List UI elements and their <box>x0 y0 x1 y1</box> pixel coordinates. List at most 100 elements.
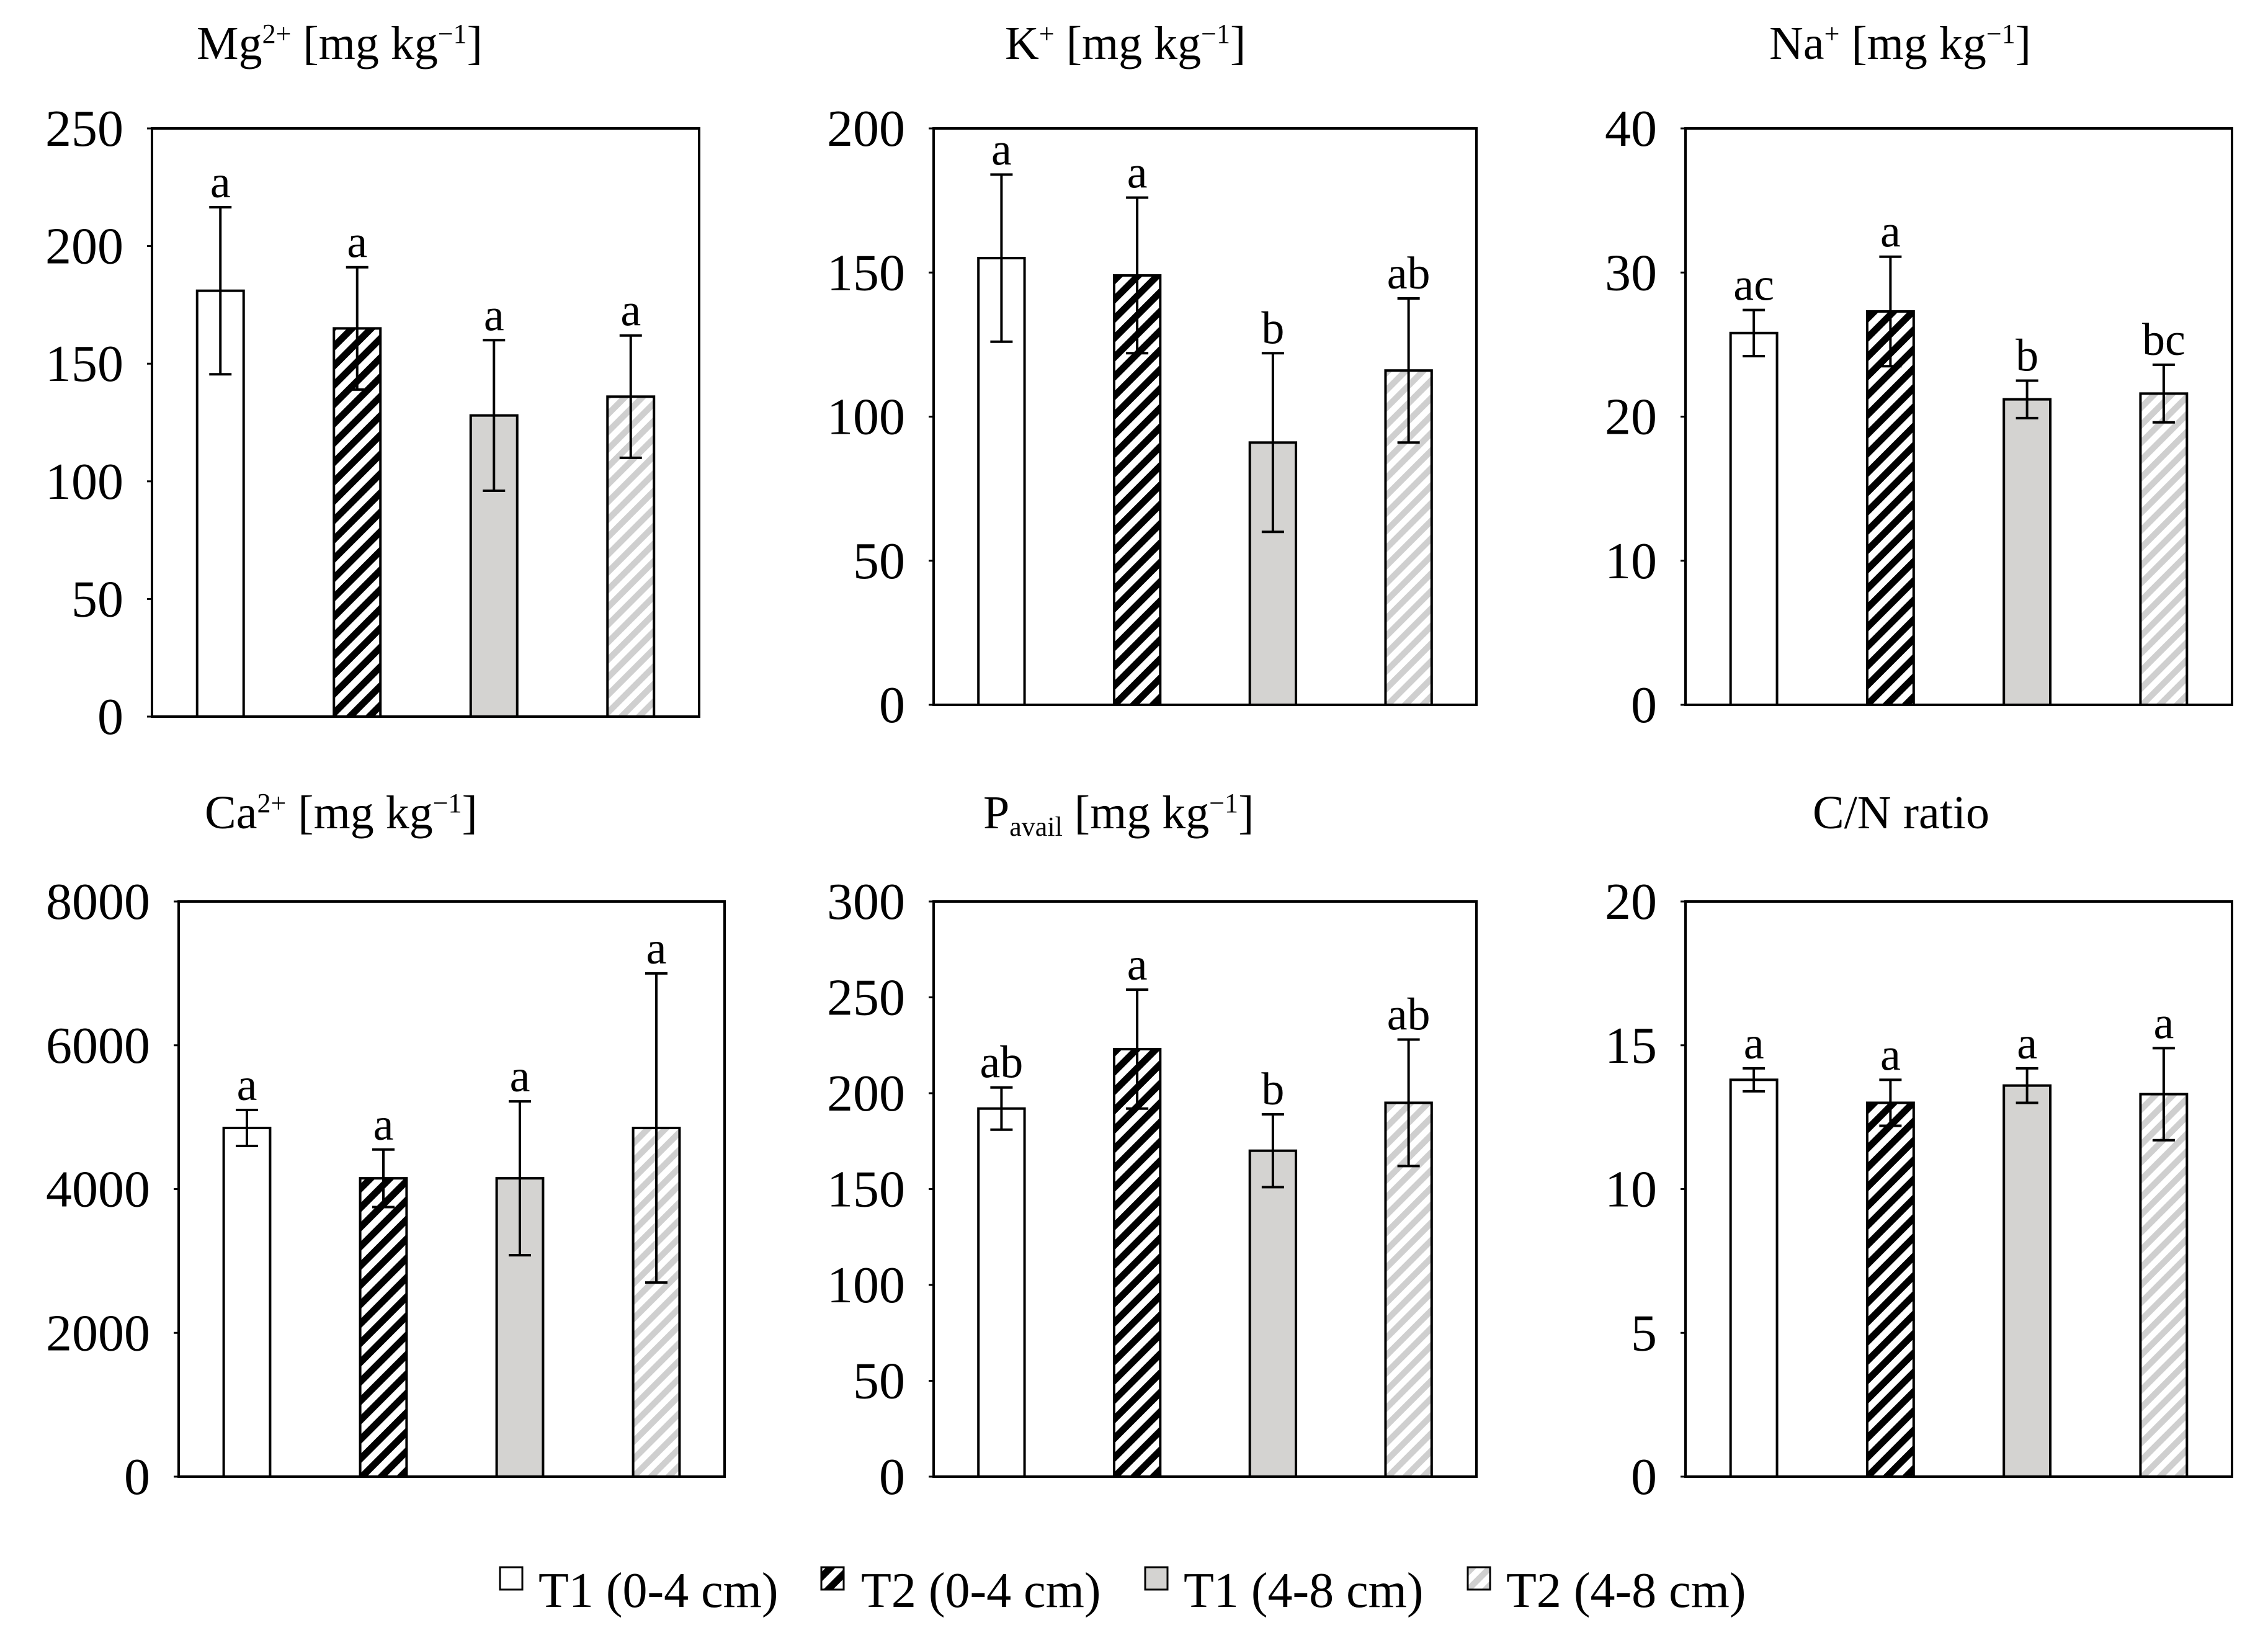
significance-letter-t1-4-8: a <box>484 290 504 341</box>
significance-letter-t2-4-8: ab <box>1387 989 1431 1040</box>
y-tick-label: 5 <box>1631 1304 1657 1362</box>
error-bar-t1-4-8 <box>2016 1067 2038 1104</box>
y-tick-label: 300 <box>827 873 905 931</box>
error-bar-t1-4-8 <box>483 339 506 492</box>
significance-letter-t1-0-4: a <box>210 157 231 208</box>
y-tick-label: 10 <box>1605 532 1657 590</box>
legend-label-t2-4-8: T2 (4-8 cm) <box>1506 1564 1746 1618</box>
y-tick-label: 200 <box>827 100 905 158</box>
y-tick-label: 0 <box>97 688 123 746</box>
y-tick-label: 200 <box>827 1065 905 1122</box>
plot-frame <box>151 127 700 718</box>
y-tick-label: 30 <box>1605 244 1657 302</box>
panel-3: Na+ [mg kg−1] 0 10 20 30 40 ac a b bc <box>1605 17 2233 734</box>
y-tick-label: 50 <box>853 1353 905 1410</box>
error-bar-t2-4-8 <box>2152 363 2175 424</box>
bar-t1-0-4 <box>222 1127 272 1478</box>
bar-t2-0-4 <box>359 1177 408 1479</box>
y-tick-label: 0 <box>879 676 905 734</box>
error-bar-t2-4-8 <box>645 972 667 1284</box>
legend-swatch-t1-4-8 <box>1144 1566 1169 1591</box>
panel-1: Mg2+ [mg kg−1] 0 50 100 150 200 250 a a a a <box>45 17 700 746</box>
error-bar-t2-4-8 <box>1397 1038 1420 1168</box>
significance-letter-t2-4-8: bc <box>2142 315 2185 365</box>
y-tick-label: 6000 <box>46 1017 150 1075</box>
y-tick-label: 8000 <box>46 873 150 931</box>
panel-title: Na+ [mg kg−1] <box>1769 17 2031 69</box>
bar-t2-0-4 <box>1865 1101 1915 1478</box>
significance-letter-t2-0-4: a <box>1127 939 1148 990</box>
error-bar-t2-0-4 <box>1126 988 1149 1110</box>
significance-letter-t1-0-4: ab <box>980 1037 1023 1088</box>
significance-letter-t1-0-4: a <box>1744 1018 1764 1069</box>
legend-item-t2-4-8: T2 (4-8 cm) <box>1467 1564 1746 1618</box>
y-tick-label: 0 <box>1631 1448 1657 1506</box>
significance-letter-t2-0-4: a <box>1127 147 1148 198</box>
bar-t1-4-8 <box>2002 1084 2052 1478</box>
significance-letter-t2-0-4: a <box>347 217 367 268</box>
error-bar-t2-4-8 <box>2152 1047 2175 1142</box>
significance-letter-t2-4-8: ab <box>1387 248 1431 299</box>
y-tick-label: 0 <box>1631 676 1657 734</box>
y-tick-label: 0 <box>879 1448 905 1506</box>
y-tick-label: 0 <box>124 1448 150 1506</box>
error-bar-t2-0-4 <box>372 1148 395 1209</box>
panel-title: Mg2+ [mg kg−1] <box>197 17 483 69</box>
error-bar-t1-0-4 <box>1743 1067 1766 1093</box>
error-bar-t2-4-8 <box>1397 297 1420 444</box>
panel-4: Ca2+ [mg kg−1] 0 2000 4000 6000 8000 a a a a <box>46 787 726 1506</box>
error-bar-t2-0-4 <box>1879 1078 1902 1127</box>
y-tick-label: 150 <box>827 1161 905 1219</box>
error-bar-t1-4-8 <box>1261 1112 1284 1189</box>
y-tick-label: 100 <box>827 388 905 446</box>
legend-label-t1-0-4: T1 (0-4 cm) <box>538 1564 779 1618</box>
error-bar-t1-4-8 <box>1261 352 1284 534</box>
y-tick-label: 15 <box>1605 1017 1657 1075</box>
plot-frame <box>932 127 1478 706</box>
legend-label-t1-4-8: T1 (4-8 cm) <box>1184 1564 1424 1618</box>
y-tick-label: 4000 <box>46 1161 150 1219</box>
significance-letter-t1-0-4: a <box>237 1060 257 1111</box>
panel-title: Ca2+ [mg kg−1] <box>205 787 478 839</box>
bar-t2-4-8 <box>2139 1093 2189 1479</box>
panel-title: K+ [mg kg−1] <box>1005 17 1246 69</box>
error-bar-t2-0-4 <box>1126 196 1149 355</box>
y-tick-label: 250 <box>45 100 123 158</box>
plot-frame <box>932 900 1478 1478</box>
panel-title: Pavail [mg kg−1] <box>983 787 1254 842</box>
error-bar-t2-0-4 <box>346 266 368 391</box>
bar-t2-0-4 <box>1112 274 1162 706</box>
legend-item-t2-0-4: T2 (0-4 cm) <box>820 1564 1101 1618</box>
error-bar-t1-0-4 <box>209 206 232 376</box>
significance-letter-t1-4-8: b <box>1261 303 1284 354</box>
y-tick-label: 50 <box>71 570 123 628</box>
y-tick-label: 200 <box>45 218 123 275</box>
significance-letter-t2-0-4: a <box>373 1099 394 1150</box>
legend-swatch-t2-4-8 <box>1467 1566 1491 1591</box>
y-tick-label: 20 <box>1605 873 1657 931</box>
panel-6: C/N ratio 0 5 10 15 20 a a a a <box>1605 787 2233 1506</box>
legend-swatch-t2-0-4 <box>820 1566 845 1591</box>
significance-letter-t1-0-4: ac <box>1733 260 1774 311</box>
bar-t1-4-8 <box>2002 398 2052 706</box>
y-tick-label: 150 <box>45 335 123 393</box>
significance-letter-t2-4-8: a <box>620 285 641 336</box>
error-bar-t2-4-8 <box>619 334 642 459</box>
y-tick-label: 100 <box>45 453 123 511</box>
error-bar-t1-0-4 <box>1743 308 1766 357</box>
significance-letter-t1-4-8: a <box>2017 1018 2037 1069</box>
bar-t1-0-4 <box>1729 331 1779 706</box>
legend-label-t2-0-4: T2 (0-4 cm) <box>861 1564 1101 1618</box>
significance-letter-t1-4-8: b <box>2016 330 2038 381</box>
y-tick-label: 2000 <box>46 1304 150 1362</box>
plot-frame <box>1684 900 2233 1478</box>
bar-t1-4-8 <box>1248 1149 1298 1478</box>
legend-item-t1-0-4: T1 (0-4 cm) <box>499 1564 779 1618</box>
legend-swatch-t1-0-4 <box>499 1566 524 1591</box>
panel-title: C/N ratio <box>1813 787 1989 839</box>
significance-letter-t1-4-8: b <box>1261 1064 1284 1115</box>
